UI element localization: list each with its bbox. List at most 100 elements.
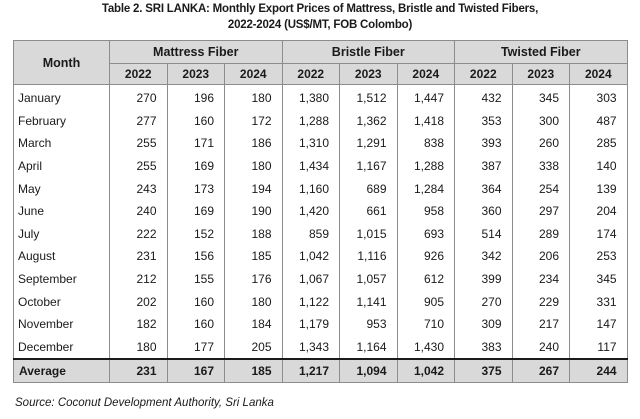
value-cell: 1,380 xyxy=(281,84,341,110)
value-cell: 338 xyxy=(511,154,571,178)
table-row: August 231 156 185 1,042 1,116 926 342 206 253 xyxy=(13,245,628,268)
month-cell: October xyxy=(13,290,110,313)
value-cell: 1,167 xyxy=(339,154,398,178)
average-cell: 1,217 xyxy=(281,358,341,384)
value-cell: 1,057 xyxy=(339,267,398,291)
value-cell: 432 xyxy=(454,84,513,110)
value-cell: 958 xyxy=(396,199,456,223)
value-cell: 255 xyxy=(109,154,168,178)
average-cell: 375 xyxy=(454,358,513,384)
month-column-header: Month xyxy=(13,40,110,85)
value-cell: 212 xyxy=(109,267,168,291)
value-cell: 693 xyxy=(396,222,456,246)
table-title-line2: 2022-2024 (US$/MT, FOB Colombo) xyxy=(227,19,413,31)
value-cell: 217 xyxy=(511,312,571,336)
year-header: 2023 xyxy=(511,63,571,85)
source-note: Source: Coconut Development Authority, S… xyxy=(15,397,274,409)
value-cell: 1,310 xyxy=(281,132,341,155)
bristle-fiber-header: Bristle Fiber xyxy=(281,40,456,64)
value-cell: 905 xyxy=(396,290,456,313)
average-cell: 267 xyxy=(511,358,571,384)
value-cell: 1,418 xyxy=(396,109,456,133)
month-cell: January xyxy=(13,84,110,110)
value-cell: 1,067 xyxy=(281,267,341,291)
value-cell: 231 xyxy=(109,245,168,268)
value-cell: 360 xyxy=(454,199,513,223)
average-cell: 185 xyxy=(224,358,283,384)
value-cell: 1,164 xyxy=(339,335,398,360)
value-cell: 185 xyxy=(224,245,283,268)
value-cell: 1,430 xyxy=(396,335,456,360)
value-cell: 399 xyxy=(454,267,513,291)
year-header: 2024 xyxy=(224,63,283,85)
table-row: February 277 160 172 1,288 1,362 1,418 353 300 48… xyxy=(13,109,628,133)
value-cell: 345 xyxy=(569,267,628,291)
average-cell: 167 xyxy=(166,358,225,384)
value-cell: 1,015 xyxy=(339,222,398,246)
value-cell: 229 xyxy=(511,290,571,313)
value-cell: 926 xyxy=(396,245,456,268)
value-cell: 1,179 xyxy=(281,312,341,336)
table-row: December 180 177 205 1,343 1,164 1,430 383 240 11… xyxy=(13,335,628,360)
value-cell: 1,362 xyxy=(339,109,398,133)
value-cell: 186 xyxy=(224,132,283,155)
value-cell: 155 xyxy=(166,267,225,291)
value-cell: 176 xyxy=(224,267,283,291)
year-header: 2022 xyxy=(281,63,341,85)
export-price-table: Month Mattress Fiber Bristle Fiber Twist… xyxy=(13,40,628,384)
value-cell: 1,116 xyxy=(339,245,398,268)
value-cell: 838 xyxy=(396,132,456,155)
value-cell: 234 xyxy=(511,267,571,291)
table-row: May 243 173 194 1,160 689 1,284 364 254 139 xyxy=(13,177,628,200)
value-cell: 277 xyxy=(109,109,168,133)
value-cell: 152 xyxy=(166,222,225,246)
value-cell: 383 xyxy=(454,335,513,360)
value-cell: 182 xyxy=(109,312,168,336)
value-cell: 147 xyxy=(569,312,628,336)
group-header-row: Month Mattress Fiber Bristle Fiber Twist… xyxy=(13,40,628,85)
value-cell: 393 xyxy=(454,132,513,155)
value-cell: 174 xyxy=(569,222,628,246)
value-cell: 194 xyxy=(224,177,283,200)
value-cell: 689 xyxy=(339,177,398,200)
value-cell: 1,122 xyxy=(281,290,341,313)
mattress-fiber-header: Mattress Fiber xyxy=(109,40,283,64)
value-cell: 289 xyxy=(511,222,571,246)
value-cell: 953 xyxy=(339,312,398,336)
value-cell: 172 xyxy=(224,109,283,133)
value-cell: 180 xyxy=(224,84,283,110)
table-body: January 270 196 180 1,380 1,512 1,447 432 345 303… xyxy=(13,84,628,360)
value-cell: 859 xyxy=(281,222,341,246)
value-cell: 205 xyxy=(224,335,283,360)
year-header: 2022 xyxy=(454,63,513,85)
table-row: January 270 196 180 1,380 1,512 1,447 432 345 303 xyxy=(13,84,628,110)
value-cell: 1,160 xyxy=(281,177,341,200)
value-cell: 173 xyxy=(166,177,225,200)
year-header: 2023 xyxy=(339,63,398,85)
average-label: Average xyxy=(13,358,110,384)
value-cell: 331 xyxy=(569,290,628,313)
year-header: 2022 xyxy=(109,63,168,85)
average-row: Average 231 167 185 1,217 1,094 1,042 37… xyxy=(13,358,628,384)
value-cell: 303 xyxy=(569,84,628,110)
table-row: July 222 152 188 859 1,015 693 514 289 174 xyxy=(13,222,628,246)
value-cell: 204 xyxy=(569,199,628,223)
month-cell: May xyxy=(13,177,110,200)
price-table-container: Month Mattress Fiber Bristle Fiber Twist… xyxy=(13,40,628,384)
value-cell: 309 xyxy=(454,312,513,336)
value-cell: 260 xyxy=(511,132,571,155)
value-cell: 140 xyxy=(569,154,628,178)
value-cell: 206 xyxy=(511,245,571,268)
month-cell: June xyxy=(13,199,110,223)
value-cell: 1,288 xyxy=(396,154,456,178)
value-cell: 253 xyxy=(569,245,628,268)
month-cell: December xyxy=(13,335,110,360)
value-cell: 169 xyxy=(166,199,225,223)
table-title: Table 2. SRI LANKA: Monthly Export Price… xyxy=(0,1,640,33)
value-cell: 342 xyxy=(454,245,513,268)
month-cell: February xyxy=(13,109,110,133)
table-row: June 240 169 190 1,420 661 958 360 297 204 xyxy=(13,199,628,223)
value-cell: 180 xyxy=(224,290,283,313)
value-cell: 297 xyxy=(511,199,571,223)
year-header: 2023 xyxy=(166,63,225,85)
